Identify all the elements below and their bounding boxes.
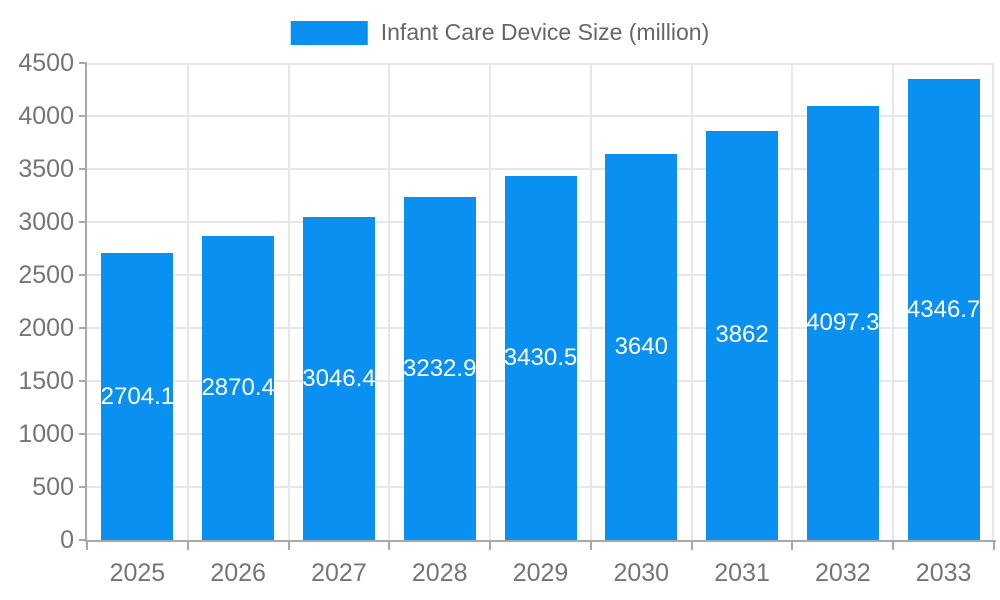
gridline-vertical [691, 63, 693, 540]
x-axis-label: 2030 [613, 559, 670, 587]
gridline-vertical [288, 63, 290, 540]
bar-value-label: 4097.3 [806, 308, 880, 336]
gridline-horizontal [87, 115, 994, 117]
x-axis-tick [993, 542, 995, 550]
x-axis-tick [388, 542, 390, 550]
x-axis-label: 2032 [815, 559, 871, 587]
legend-swatch [290, 20, 368, 45]
x-axis-label: 2026 [210, 559, 266, 587]
x-axis-label: 2033 [915, 559, 972, 587]
x-axis-label: 2028 [411, 559, 468, 587]
x-axis-tick [187, 542, 189, 550]
gridline-vertical [590, 63, 592, 540]
bar-value-label: 3862 [715, 321, 769, 349]
y-axis-tick [79, 168, 87, 170]
x-axis-tick [892, 542, 894, 550]
bar-2025[interactable]: 2704.1 [100, 253, 175, 540]
x-axis-tick [590, 542, 592, 550]
y-axis-label: 2500 [18, 261, 74, 289]
bar-2028[interactable]: 3232.9 [403, 197, 477, 540]
y-axis-tick [79, 433, 87, 435]
y-axis-label: 4500 [18, 49, 74, 77]
x-axis-line [85, 540, 996, 542]
plot-area: 2704.1 2870.4 3046.4 3232.9 3430.5 3640 3862 40… [87, 63, 994, 540]
gridline-vertical [791, 63, 793, 540]
gridline-vertical [187, 63, 189, 540]
y-axis-tick [79, 115, 87, 117]
bar-value-label: 2704.1 [100, 382, 175, 410]
y-axis-tick [79, 380, 87, 382]
x-axis-tick [791, 542, 793, 550]
bar-2026[interactable]: 2870.4 [201, 235, 275, 540]
bar-value-label: 3232.9 [403, 354, 477, 382]
x-axis-tick [489, 542, 491, 550]
x-axis-label: 2027 [311, 559, 367, 587]
y-axis-label: 500 [32, 473, 74, 501]
y-axis-label: 3500 [18, 155, 74, 183]
y-axis-tick [79, 486, 87, 488]
legend[interactable]: Infant Care Device Size (million) [290, 19, 710, 46]
gridline-vertical [892, 63, 894, 540]
bar-2032[interactable]: 4097.3 [806, 105, 880, 540]
y-axis-label: 2000 [18, 314, 74, 342]
bar-2031[interactable]: 3862 [706, 130, 779, 540]
y-axis-label: 4000 [18, 102, 74, 130]
y-axis-tick [79, 327, 87, 329]
y-axis-tick [79, 221, 87, 223]
y-axis-tick [79, 62, 87, 64]
bar-2033[interactable]: 4346.7 [906, 79, 981, 540]
y-axis-line [85, 63, 87, 542]
legend-label: Infant Care Device Size (million) [380, 19, 710, 45]
x-axis-label: 2029 [512, 559, 569, 587]
bar-2030[interactable]: 3640 [605, 154, 678, 540]
gridline-vertical [388, 63, 390, 540]
bar-2027[interactable]: 3046.4 [302, 217, 376, 540]
gridline-horizontal [87, 63, 994, 65]
bar-value-label: 4346.7 [906, 295, 981, 323]
x-axis-tick [288, 542, 290, 550]
gridline-horizontal [87, 168, 994, 170]
x-axis-tick [86, 542, 88, 550]
bar-value-label: 3640 [614, 333, 668, 361]
gridline-vertical [489, 63, 491, 540]
y-axis-label: 1000 [18, 420, 74, 448]
gridline-vertical [992, 63, 994, 540]
x-axis-tick [691, 542, 693, 550]
bar-value-label: 3046.4 [302, 364, 376, 392]
bar-value-label: 2870.4 [201, 373, 275, 401]
bar-2029[interactable]: 3430.5 [503, 176, 578, 540]
y-axis-tick [79, 539, 87, 541]
x-axis-label: 2031 [714, 559, 770, 587]
y-axis-label: 1500 [18, 367, 74, 395]
y-axis-label: 0 [60, 526, 74, 554]
y-axis-tick [79, 274, 87, 276]
y-axis-label: 3000 [18, 208, 74, 236]
x-axis-label: 2025 [109, 559, 166, 587]
bar-value-label: 3430.5 [503, 344, 578, 372]
